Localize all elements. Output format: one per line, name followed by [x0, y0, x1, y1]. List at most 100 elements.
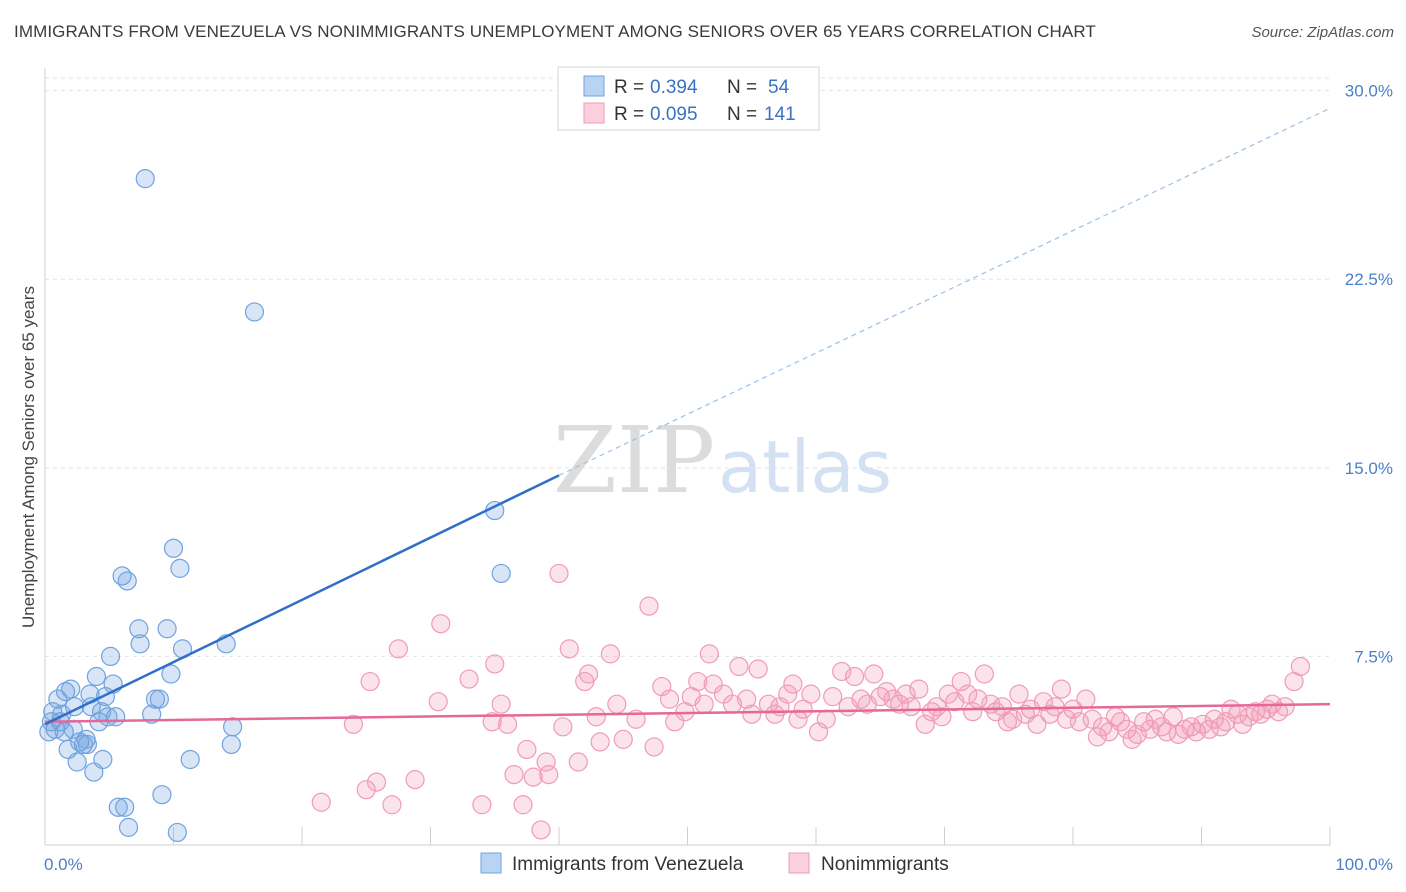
legend-r-value-1: 0.394: [650, 77, 698, 98]
nonimmigrants-point-73: [896, 684, 916, 704]
nonimmigrants-point-44: [699, 644, 719, 664]
venezuela-point-13: [67, 752, 87, 772]
venezuela-point-17: [77, 734, 98, 755]
nonimmigrants-point-26: [568, 752, 588, 772]
nonimmigrants-point-10: [459, 669, 479, 689]
nonimmigrants-point-83: [958, 684, 978, 704]
nonimmigrants-point-29: [586, 707, 606, 727]
venezuela-point-4: [48, 689, 68, 709]
nonimmigrants-point-61: [816, 709, 836, 729]
nonimmigrants-point-58: [793, 699, 813, 719]
stats-legend: R = 0.394 N = 54 R = 0.095 N = 141: [557, 66, 820, 131]
nonimmigrants-point-38: [659, 689, 680, 709]
nonimmigrants-point-21: [536, 752, 556, 772]
venezuela-point-42: [157, 619, 177, 639]
venezuela-point-51: [223, 717, 243, 737]
nonimmigrants-point-14: [491, 694, 511, 714]
venezuela-point-24: [93, 749, 113, 770]
nonimmigrants-point-35: [639, 596, 659, 616]
legend-r-label-2: R =: [614, 104, 644, 125]
nonimmigrants-point-6: [388, 639, 408, 659]
chart-title: IMMIGRANTS FROM VENEZUELA VS NONIMMIGRAN…: [14, 22, 1096, 41]
nonimmigrants-point-131: [1239, 707, 1259, 727]
nonimmigrants-point-28: [578, 664, 599, 684]
venezuela-point-44: [163, 538, 184, 558]
venezuela-point-8: [55, 682, 76, 702]
nonimmigrants-point-23: [549, 563, 569, 584]
y-tick-label-0: 7.5%: [1354, 647, 1393, 666]
x-tick-label-0: 0.0%: [44, 855, 83, 874]
nonimmigrants-point-90: [997, 712, 1018, 732]
nonimmigrants-point-12: [482, 712, 502, 732]
nonimmigrants-point-3: [360, 671, 380, 692]
trend-lines: [44, 107, 1331, 726]
nonimmigrants-point-8: [431, 614, 451, 634]
venezuela-points: [39, 169, 511, 843]
venezuela-point-50: [221, 734, 241, 755]
nonimmigrants-point-114: [1140, 719, 1160, 739]
nonimmigrants-point-49: [737, 689, 757, 709]
nonimmigrants-point-16: [504, 764, 524, 785]
nonimmigrants-point-32: [607, 694, 627, 714]
venezuela-point-36: [130, 634, 150, 654]
nonimmigrants-point-63: [832, 661, 852, 682]
nonimmigrants-point-56: [783, 674, 803, 694]
venezuela-point-48: [180, 749, 200, 770]
nonimmigrants-point-103: [1076, 689, 1096, 709]
nonimmigrants-point-104: [1082, 709, 1102, 729]
venezuela-point-46: [170, 558, 190, 578]
nonimmigrants-point-101: [1063, 699, 1083, 719]
nonimmigrants-point-75: [909, 679, 929, 699]
venezuela-point-21: [86, 666, 107, 687]
series-legend-blue-swatch: [480, 852, 502, 874]
nonimmigrants-point-9: [428, 692, 448, 712]
y-axis-label: Unemployment Among Seniors over 65 years: [19, 286, 38, 628]
nonimmigrants-point-45: [703, 674, 723, 694]
nonimmigrants-point-50: [742, 704, 762, 724]
nonimmigrants-point-84: [963, 702, 983, 722]
nonimmigrants-point-80: [938, 684, 958, 704]
nonimmigrants-point-48: [729, 656, 749, 677]
nonimmigrants-point-36: [644, 737, 664, 757]
nonimmigrants-point-127: [1216, 712, 1236, 732]
venezuela-point-34: [118, 817, 139, 837]
x-tick-marks: [44, 827, 1331, 845]
y-tick-label-2: 22.5%: [1345, 270, 1393, 289]
grid-lines: [45, 77, 1330, 657]
series-legend-pink-label: Nonimmigrants: [821, 854, 949, 875]
legend-r-value-2: 0.095: [650, 104, 698, 125]
x-tick-label-1: 100.0%: [1335, 855, 1393, 874]
nonimmigrants-point-51: [748, 659, 768, 679]
venezuela-point-41: [152, 785, 172, 805]
nonimmigrants-point-66: [851, 689, 871, 709]
venezuela-point-52: [244, 302, 265, 322]
nonimmigrants-point-71: [883, 689, 903, 709]
nonimmigrants-point-106: [1092, 717, 1113, 737]
nonimmigrants-point-24: [553, 717, 573, 737]
nonimmigrants-point-33: [613, 729, 633, 749]
nonimmigrants-point-43: [694, 694, 714, 714]
nonimmigrants-point-82: [951, 671, 971, 692]
nonimmigrants-point-110: [1117, 719, 1137, 739]
nonimmigrants-points: [311, 563, 1311, 840]
nonimmigrants-point-4: [366, 772, 387, 792]
nonimmigrants-point-65: [844, 666, 865, 687]
source-credit: Source: ZipAtlas.com: [1251, 24, 1394, 41]
nonimmigrants-point-76: [915, 714, 935, 734]
nonimmigrants-point-0: [311, 792, 331, 812]
nonimmigrants-point-109: [1110, 712, 1131, 732]
nonimmigrants-point-79: [932, 707, 952, 727]
nonimmigrants-point-96: [1033, 692, 1054, 712]
nonimmigrants-point-113: [1134, 712, 1154, 732]
venezuela-point-10: [61, 679, 81, 699]
nonimmigrants-point-125: [1204, 709, 1224, 729]
nonimmigrants-point-99: [1051, 679, 1072, 699]
legend-blue-swatch: [583, 75, 605, 97]
nonimmigrants-point-17: [513, 795, 533, 815]
nonimmigrants-point-42: [688, 671, 708, 692]
venezuela-trend-line: [44, 474, 560, 726]
nonimmigrants-point-18: [517, 739, 537, 760]
venezuela-point-30: [108, 797, 128, 817]
nonimmigrants-point-74: [901, 697, 921, 717]
nonimmigrants-point-112: [1127, 724, 1147, 744]
